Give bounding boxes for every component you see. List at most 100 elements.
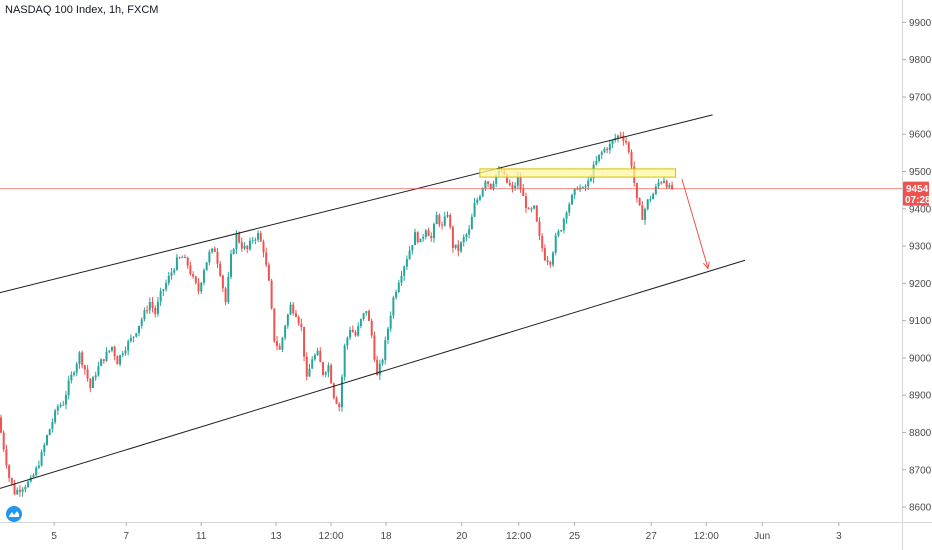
candle-body [557, 231, 560, 236]
candle-body [2, 432, 5, 450]
x-tick-label: 20 [456, 531, 468, 542]
candle-body [359, 318, 362, 327]
candle-body [67, 380, 70, 396]
candle-body [516, 177, 519, 186]
candle-body [113, 346, 116, 357]
candle-body [110, 346, 113, 351]
candle-body [216, 251, 219, 264]
countdown-label: 07:28 [905, 195, 931, 206]
candle-body [24, 487, 27, 490]
candle-body [616, 135, 619, 138]
last-price-label: 9454 [906, 184, 929, 195]
candle-body [135, 333, 138, 337]
candle-body [175, 257, 178, 270]
candle-body [213, 248, 216, 252]
candle-body [305, 356, 308, 377]
candle-body [121, 353, 124, 356]
candle-body [514, 185, 517, 189]
candle-body [248, 240, 251, 250]
candle-body [151, 302, 154, 308]
y-tick-label: 9100 [909, 316, 932, 327]
x-tick-label: 25 [569, 531, 581, 542]
chart-title: NASDAQ 100 Index, 1h, FXCM [5, 4, 158, 16]
candle-body [324, 372, 327, 375]
candle-body [538, 221, 541, 237]
candle-body [319, 350, 322, 363]
candle-body [43, 444, 46, 453]
candle-body [86, 369, 89, 379]
candle-body [40, 452, 43, 466]
candle-body [265, 252, 268, 265]
candle-body [506, 174, 509, 183]
tradingview-logo-icon [6, 506, 22, 522]
candle-body [105, 351, 108, 362]
candle-body [338, 403, 341, 408]
candle-body [59, 404, 62, 407]
candle-body [200, 282, 203, 292]
candle-body [546, 260, 549, 262]
candle-body [340, 376, 343, 408]
candle-body [365, 311, 368, 314]
candle-body [589, 178, 592, 181]
candle-body [584, 186, 587, 188]
candle-body [202, 270, 205, 283]
candle-body [154, 307, 157, 314]
candle-body [644, 209, 647, 220]
candle-body [397, 282, 400, 293]
candle-body [460, 242, 463, 252]
candle-body [411, 245, 414, 251]
candle-body [668, 185, 671, 188]
candle-body [78, 352, 81, 364]
candle-body [595, 160, 598, 165]
projection-arrow-head [703, 261, 710, 270]
candle-body [386, 328, 389, 341]
y-tick-label: 8800 [909, 428, 932, 439]
candle-body [138, 325, 141, 334]
candle-body [351, 329, 354, 333]
candle-body [395, 292, 398, 298]
candle-body [622, 135, 625, 141]
candle-body [552, 252, 555, 265]
candle-body [303, 326, 306, 357]
candle-body [635, 182, 638, 199]
candle-body [446, 214, 449, 217]
candle-body [405, 259, 408, 267]
time-axis[interactable]: 5 7 11 13 12:00 18 20 12:00 25 27 12:00 Jun 3 [51, 522, 842, 542]
candle-body [313, 355, 316, 360]
candle-body [148, 302, 151, 311]
candle-body [530, 208, 533, 210]
candle-body [541, 236, 544, 249]
candle-body [376, 359, 379, 376]
candle-body [140, 319, 143, 326]
candle-body [638, 198, 641, 206]
candle-body [270, 280, 273, 309]
candle-body [292, 304, 295, 314]
candle-body [146, 310, 149, 312]
resistance-zone[interactable] [479, 168, 677, 178]
projection-arrow[interactable] [681, 178, 709, 269]
candle-body [549, 261, 552, 265]
candle-body [519, 177, 522, 190]
price-axis[interactable]: 8600 8700 8800 8900 9000 9100 9200 9300 9400 9500… [902, 18, 932, 514]
candle-body [70, 374, 73, 381]
plot-area [0, 114, 902, 497]
y-tick-label: 9200 [909, 279, 932, 290]
candle-body [381, 359, 384, 364]
x-tick-label: 5 [51, 531, 57, 542]
candle-body [284, 325, 287, 338]
candle-body [570, 194, 573, 205]
y-tick-label: 9500 [909, 167, 932, 178]
candle-body [535, 205, 538, 222]
candle-body [349, 329, 352, 338]
channel-upper-line[interactable] [0, 114, 713, 294]
candle-body [562, 218, 565, 231]
candle-body [481, 188, 484, 197]
candle-body [527, 208, 530, 210]
candle-body [384, 340, 387, 360]
candle-body [533, 205, 536, 209]
channel-lower-line[interactable] [0, 259, 746, 489]
candle-body [414, 232, 417, 246]
y-tick-label: 9600 [909, 130, 932, 141]
x-tick-label: 11 [196, 531, 207, 542]
